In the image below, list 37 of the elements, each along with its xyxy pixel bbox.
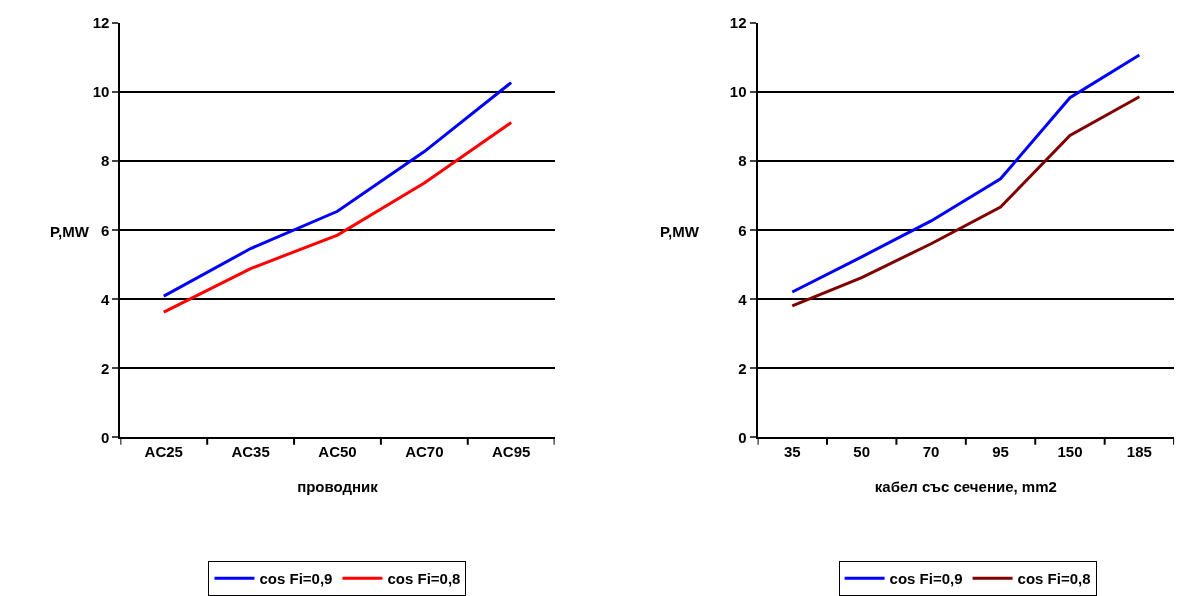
y-tick-label: 12 xyxy=(729,14,747,32)
x-tick-label: 50 xyxy=(853,443,871,461)
y-axis-title: P,MW xyxy=(660,223,700,240)
y-tick-label: 0 xyxy=(101,428,110,446)
y-tick-label: 0 xyxy=(738,428,747,446)
line-series xyxy=(790,53,1141,294)
line-series xyxy=(162,81,513,298)
legend-label: cos Fi=0,9 xyxy=(889,570,963,588)
x-tick-label: 95 xyxy=(992,443,1009,461)
legend-label: cos Fi=0,9 xyxy=(259,570,333,588)
x-tick-label: AC35 xyxy=(231,443,270,461)
y-tick-label: 10 xyxy=(92,83,110,101)
y-tick-label: 10 xyxy=(729,83,747,101)
x-tick-label: 185 xyxy=(1126,443,1152,461)
y-axis-title: P,MW xyxy=(50,223,90,240)
x-tick-label: AC95 xyxy=(492,443,531,461)
x-tick-label: 35 xyxy=(783,443,801,461)
x-tick-label: AC70 xyxy=(405,443,444,461)
y-tick-label: 12 xyxy=(92,14,110,32)
legend-label: cos Fi=0,8 xyxy=(387,570,461,588)
x-tick-label: AC50 xyxy=(318,443,357,461)
y-tick-label: 2 xyxy=(101,359,110,377)
y-tick-label: 6 xyxy=(738,221,747,239)
y-tick-label: 8 xyxy=(101,152,110,170)
y-tick-label: 4 xyxy=(101,290,111,308)
line-series xyxy=(790,95,1141,308)
line-series xyxy=(162,121,513,314)
x-axis-title: проводник xyxy=(297,477,379,495)
legend-label: cos Fi=0,8 xyxy=(1017,570,1091,588)
x-tick-label: 150 xyxy=(1057,443,1083,461)
x-tick-label: AC25 xyxy=(144,443,183,461)
y-tick-label: 4 xyxy=(738,290,748,308)
x-tick-label: 70 xyxy=(922,443,940,461)
y-tick-label: 2 xyxy=(738,359,747,377)
y-tick-label: 8 xyxy=(738,152,747,170)
x-axis-title: кабел със сечение, mm2 xyxy=(874,477,1057,495)
y-tick-label: 6 xyxy=(101,221,110,239)
